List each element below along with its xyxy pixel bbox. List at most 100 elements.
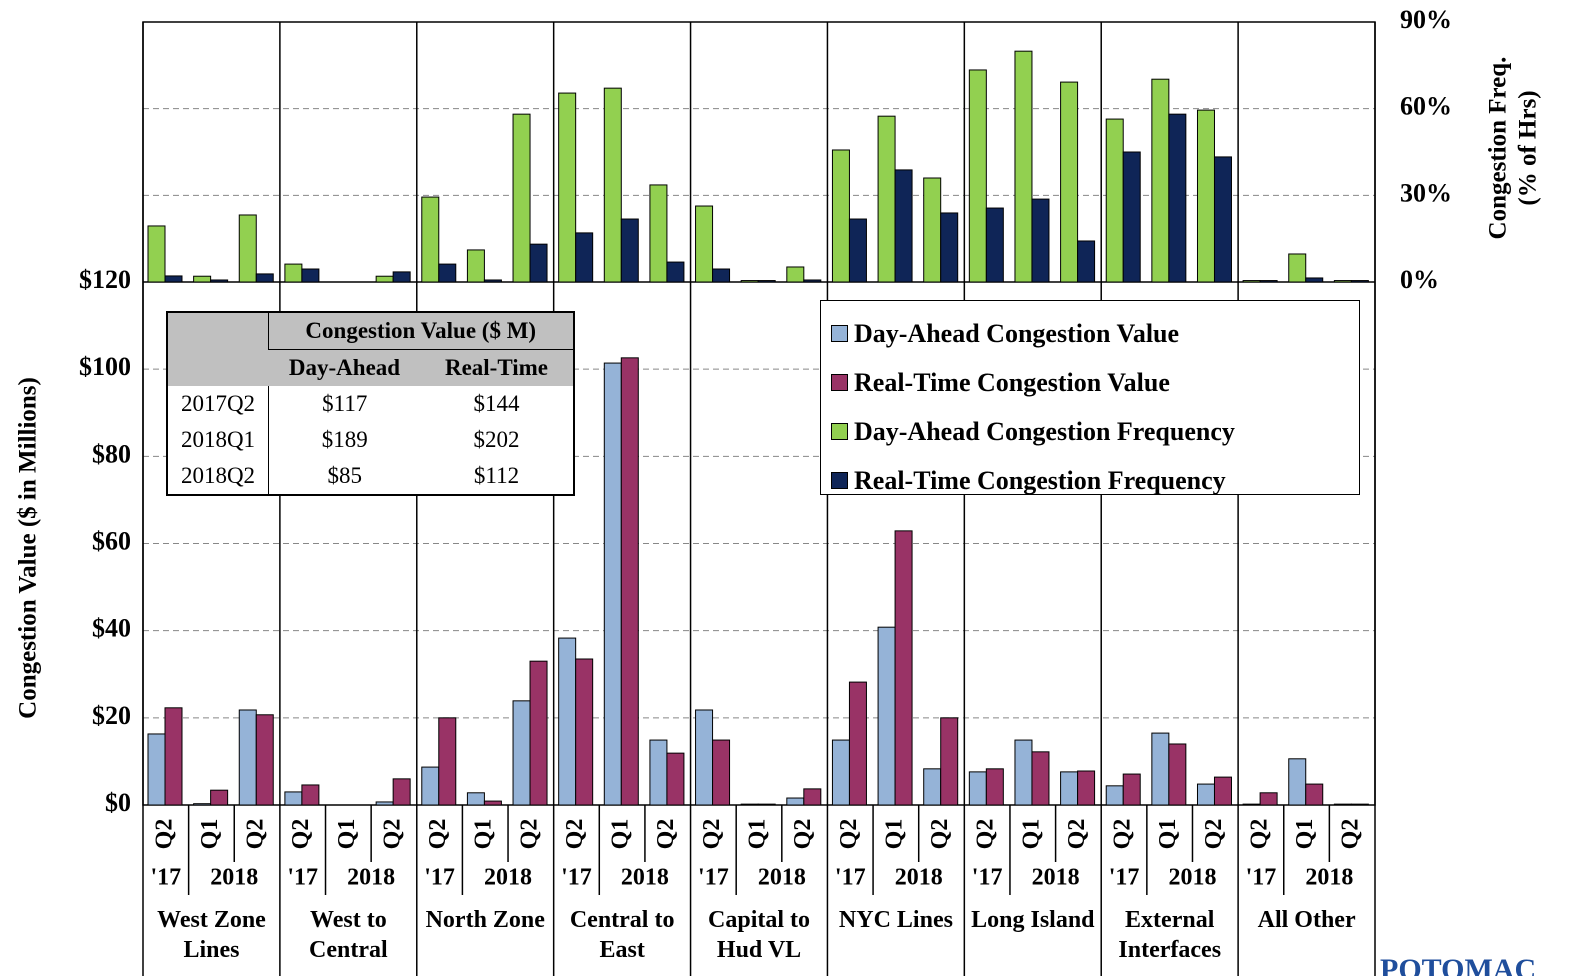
x-tick-label: Q2 [516, 819, 542, 850]
bar [1077, 770, 1096, 806]
bar [831, 149, 850, 283]
legend-item: Day-Ahead Congestion Frequency [831, 407, 1349, 456]
legend-item: Day-Ahead Congestion Value [831, 309, 1349, 358]
group-label: Capital to Hud VL [708, 907, 811, 963]
bar [483, 800, 502, 806]
bar [575, 232, 594, 283]
bar [1213, 156, 1232, 283]
bar [1014, 50, 1033, 283]
x-tick-label: Q1 [745, 819, 771, 850]
table-cell: 2018Q1 [167, 422, 269, 458]
bar [529, 243, 548, 283]
bar [512, 113, 531, 283]
y-tick-label: $0 [105, 788, 131, 817]
y-tick-label: $60 [92, 526, 131, 555]
bar [438, 263, 457, 283]
bar [421, 766, 440, 806]
bar [740, 280, 759, 283]
x-tick-label: Q2 [243, 819, 269, 850]
bar [375, 275, 394, 283]
group-label: External Interfaces [1118, 907, 1222, 963]
year-label: '17 [1246, 865, 1277, 891]
bar [421, 196, 440, 283]
bar [1122, 151, 1141, 283]
bar [786, 797, 805, 806]
bar [1288, 253, 1307, 283]
table-cell: $202 [473, 427, 520, 452]
y2-axis-title: Congestion Freq. [1485, 57, 1512, 240]
year-label: '17 [287, 865, 318, 891]
bar [985, 207, 1004, 283]
bar [831, 739, 850, 806]
bar [1259, 280, 1278, 283]
bar [786, 266, 805, 283]
bar [147, 733, 166, 806]
year-label: 2018 [1032, 865, 1080, 891]
legend-label: Real-Time Congestion Value [854, 367, 1170, 397]
bar [1288, 758, 1307, 806]
bar [392, 271, 411, 283]
table-corner [167, 312, 269, 386]
x-tick-label: Q2 [379, 819, 405, 850]
bar [558, 92, 577, 283]
legend-swatch [831, 374, 848, 391]
table-column: Real-Time [420, 349, 574, 386]
bar [529, 660, 548, 806]
bar [649, 739, 668, 806]
x-tick-label: Q1 [1292, 819, 1318, 850]
bar [238, 214, 257, 283]
bar [375, 801, 394, 806]
bar [1305, 783, 1324, 806]
legend: Day-Ahead Congestion Value Real-Time Cong… [820, 300, 1360, 495]
bar [210, 279, 229, 283]
bar [164, 707, 183, 806]
bar [193, 275, 212, 283]
x-tick-label: Q1 [881, 819, 907, 850]
table-cell: $112 [473, 463, 520, 488]
year-label: 2018 [895, 865, 943, 891]
year-label: '17 [1109, 865, 1140, 891]
bar [877, 626, 896, 806]
y2-tick-label: 30% [1400, 178, 1452, 207]
bar [238, 709, 257, 806]
bar [392, 778, 411, 806]
bar [1031, 198, 1050, 283]
bar [483, 279, 502, 283]
bar [1060, 771, 1079, 806]
bar [301, 784, 320, 806]
bar [968, 69, 987, 283]
group-label: West Zone Lines [157, 907, 266, 963]
x-tick-label: Q2 [653, 819, 679, 850]
bar [1105, 785, 1124, 806]
y-tick-label: $20 [92, 701, 131, 730]
bar [1014, 739, 1033, 806]
bar [1242, 280, 1261, 283]
bar [1333, 803, 1352, 806]
bar [923, 768, 942, 806]
y-tick-label: $100 [79, 352, 131, 381]
bar [1151, 78, 1170, 283]
bar [877, 115, 896, 283]
bar [1122, 773, 1141, 806]
bar [147, 225, 166, 283]
x-tick-label: Q1 [334, 819, 360, 850]
bar [438, 717, 457, 806]
bar [558, 637, 577, 806]
legend-swatch [831, 423, 848, 440]
legend-item: Real-Time Congestion Value [831, 358, 1349, 407]
year-label: '17 [150, 865, 181, 891]
x-tick-label: Q2 [562, 819, 588, 850]
group-label: Long Island [971, 907, 1095, 933]
bar [1305, 277, 1324, 283]
bar [512, 700, 531, 806]
bar [740, 803, 759, 806]
year-label: '17 [835, 865, 866, 891]
bar [803, 788, 822, 806]
table-cell: $144 [473, 391, 520, 416]
y-axis-title: Congestion Value ($ in Millions) [15, 377, 42, 719]
bar [666, 752, 685, 806]
bar [255, 273, 274, 283]
year-label: 2018 [484, 865, 532, 891]
bar [757, 803, 776, 806]
year-label: 2018 [758, 865, 806, 891]
